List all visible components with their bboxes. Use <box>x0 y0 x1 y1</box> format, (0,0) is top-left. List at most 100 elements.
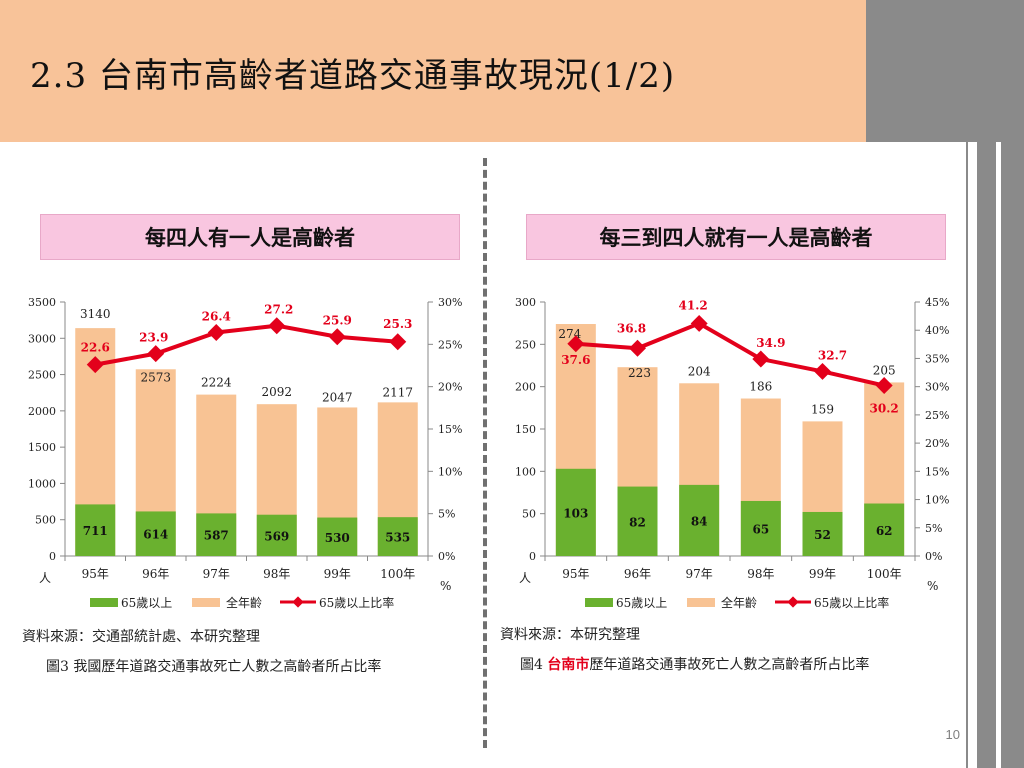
legend-label-ratio: 65歲以上比率 <box>319 595 394 610</box>
legend-swatch-elderly <box>585 598 613 607</box>
bar-elderly <box>740 500 781 556</box>
bar-elderly-value-label: 52 <box>814 528 831 542</box>
right-source-note: 資料來源：本研究整理 <box>500 627 640 643</box>
bar-all-ages-value-label: 204 <box>688 364 711 378</box>
y-left-tick-label: 300 <box>515 296 536 309</box>
right-caption-highlight: 台南市 <box>547 657 590 673</box>
bar-all-ages-value-label: 2047 <box>322 390 353 404</box>
y-right-tick-label: 30% <box>925 381 949 394</box>
legend-label-ratio: 65歲以上比率 <box>814 595 889 610</box>
bar-elderly-value-label: 65 <box>752 522 769 536</box>
left-source-note: 資料來源：交通部統計處、本研究整理 <box>22 629 260 645</box>
y-right-tick-label: 15% <box>925 465 949 478</box>
ratio-point <box>389 333 407 351</box>
bar-elderly-value-label: 587 <box>204 529 229 543</box>
y-right-tick-label: 10% <box>925 494 949 507</box>
right-caption-prefix: 圖4 <box>520 657 548 673</box>
bar-elderly-value-label: 569 <box>264 529 289 543</box>
x-tick-label: 98年 <box>747 567 774 581</box>
bar-all-ages-value-label: 2573 <box>140 370 171 384</box>
y-left-tick-label: 1000 <box>28 477 56 490</box>
ratio-value-label: 30.2 <box>870 402 899 416</box>
ratio-value-label: 27.2 <box>264 303 293 317</box>
bar-elderly-value-label: 530 <box>325 531 350 545</box>
ratio-point <box>268 317 286 335</box>
y-right-axis-label: % <box>440 579 451 593</box>
ratio-value-label: 26.4 <box>202 309 231 323</box>
y-left-tick-label: 3000 <box>28 332 56 345</box>
x-tick-label: 100年 <box>867 567 902 581</box>
y-right-tick-label: 0% <box>925 550 942 563</box>
y-right-axis-label: % <box>927 579 938 593</box>
bar-all-ages-value-label: 3140 <box>80 307 111 321</box>
bar-all-ages-value-label: 2224 <box>201 376 232 390</box>
ratio-point <box>629 339 646 357</box>
right-chart: 0 50 100 150 200 250 300 0% 5% 10% 15% 20% 25% 30% 35%… <box>515 296 949 610</box>
legend-swatch-ratio-marker <box>292 596 304 608</box>
bar-all-ages-value-label: 223 <box>628 366 651 380</box>
left-chart: 0 500 1000 1500 2000 2500 3000 3500 0% 5% 10% 15% 20… <box>28 296 462 610</box>
legend-label-elderly: 65歲以上 <box>616 596 667 610</box>
y-left-tick-label: 2000 <box>28 405 56 418</box>
bar-elderly <box>75 504 116 556</box>
x-tick-label: 95年 <box>82 567 109 581</box>
ratio-point <box>147 345 165 363</box>
bar-elderly-value-label: 103 <box>563 506 588 520</box>
y-right-tick-label: 5% <box>438 508 455 521</box>
bar-all-ages-value-label: 205 <box>873 363 896 377</box>
ratio-point <box>690 314 708 332</box>
x-tick-label: 98年 <box>263 567 290 581</box>
ratio-point <box>86 356 104 374</box>
bar-elderly-value-label: 535 <box>385 531 410 545</box>
y-left-tick-label: 50 <box>522 508 536 521</box>
bar-elderly-value-label: 82 <box>629 515 646 529</box>
y-left-tick-label: 2500 <box>28 369 56 382</box>
bar-all-ages-value-label: 2092 <box>261 385 292 399</box>
y-right-tick-label: 25% <box>925 409 949 422</box>
y-left-tick-label: 1500 <box>28 441 56 454</box>
ratio-value-label: 25.3 <box>383 317 412 331</box>
bar-elderly <box>802 511 843 556</box>
left-banner: 每四人有一人是高齡者 <box>40 214 460 260</box>
y-left-tick-label: 200 <box>515 381 536 394</box>
y-right-tick-label: 40% <box>925 324 949 337</box>
bar-all-ages-value-label: 159 <box>811 402 834 416</box>
ratio-value-label: 25.9 <box>323 314 352 328</box>
bar-elderly <box>555 468 596 556</box>
ratio-value-label: 22.6 <box>81 341 110 355</box>
x-tick-label: 99年 <box>809 567 836 581</box>
panel-divider <box>483 158 487 748</box>
y-right-tick-label: 20% <box>438 381 462 394</box>
bar-elderly <box>135 511 176 556</box>
bar-elderly <box>864 503 905 556</box>
legend-label-all-ages: 全年齡 <box>721 595 757 610</box>
ratio-line <box>575 321 885 388</box>
legend-label-elderly: 65歲以上 <box>121 596 172 610</box>
title-band: 2.3 台南市高齡者道路交通事故現況(1/2) <box>0 0 866 142</box>
legend-swatch-all-ages <box>192 598 220 607</box>
y-right-tick-label: 20% <box>925 437 949 450</box>
legend-swatch-all-ages <box>687 598 715 607</box>
bar-elderly-value-label: 62 <box>876 524 893 538</box>
y-left-axis-label: 人 <box>519 571 531 585</box>
x-tick-label: 99年 <box>324 567 351 581</box>
y-left-tick-label: 0 <box>529 550 536 563</box>
y-right-tick-label: 0% <box>438 550 455 563</box>
y-right-tick-label: 25% <box>438 338 462 351</box>
bar-all-ages-value-label: 186 <box>749 380 772 394</box>
legend-swatch-ratio-marker <box>787 596 799 608</box>
x-tick-label: 96年 <box>624 567 651 581</box>
y-left-tick-label: 100 <box>515 465 536 478</box>
ratio-value-label: 37.6 <box>561 353 590 367</box>
ratio-point <box>207 323 225 341</box>
y-right-tick-label: 45% <box>925 296 949 309</box>
bar-elderly <box>679 484 720 556</box>
y-left-tick-label: 0 <box>49 550 56 563</box>
y-right-tick-label: 35% <box>925 352 949 365</box>
bar-elderly <box>196 513 237 556</box>
ratio-value-label: 34.9 <box>756 336 785 350</box>
x-tick-label: 97年 <box>686 567 713 581</box>
ratio-line <box>94 323 398 367</box>
ratio-point <box>752 350 770 368</box>
deco-bar-white-2 <box>996 142 1001 768</box>
